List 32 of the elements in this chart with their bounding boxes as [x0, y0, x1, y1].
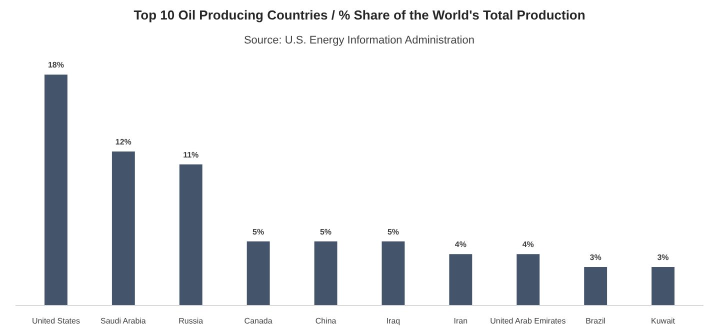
- data-label: 5%: [252, 227, 264, 236]
- bar: [179, 164, 202, 306]
- x-tick-label: Russia: [178, 316, 204, 326]
- data-label: 3%: [590, 253, 602, 262]
- x-tick-label: United States: [32, 316, 80, 326]
- x-tick-label: Kuwait: [651, 316, 676, 326]
- data-label: 18%: [48, 60, 64, 70]
- chart-subtitle: Source: U.S. Energy Information Administration: [244, 34, 474, 46]
- x-tick-label: Canada: [244, 316, 273, 326]
- bar: [44, 74, 68, 306]
- bar: [516, 254, 540, 306]
- x-tick-label: Iran: [454, 316, 468, 326]
- data-label: 12%: [115, 138, 132, 147]
- data-label: 5%: [320, 227, 332, 236]
- data-label: 5%: [387, 227, 400, 236]
- chart-title: Top 10 Oil Producing Countries / % Share of the World's Total Production: [134, 8, 586, 22]
- x-tick-label: Saudi Arabia: [100, 316, 146, 326]
- bar: [652, 267, 674, 306]
- bar: [112, 152, 135, 306]
- x-tick-label: United Arab Emirates: [490, 316, 566, 326]
- bar: [314, 241, 338, 306]
- bar: [584, 267, 608, 306]
- data-label: 4%: [454, 240, 466, 250]
- x-tick-label: Brazil: [586, 316, 606, 326]
- bar: [382, 241, 405, 306]
- bar: [246, 241, 270, 306]
- data-label: 3%: [657, 253, 669, 262]
- x-tick-label: China: [315, 316, 337, 326]
- data-label: 4%: [522, 240, 534, 250]
- x-tick-label: Iraq: [386, 316, 400, 326]
- bar: [449, 254, 472, 306]
- data-label: 11%: [183, 150, 199, 160]
